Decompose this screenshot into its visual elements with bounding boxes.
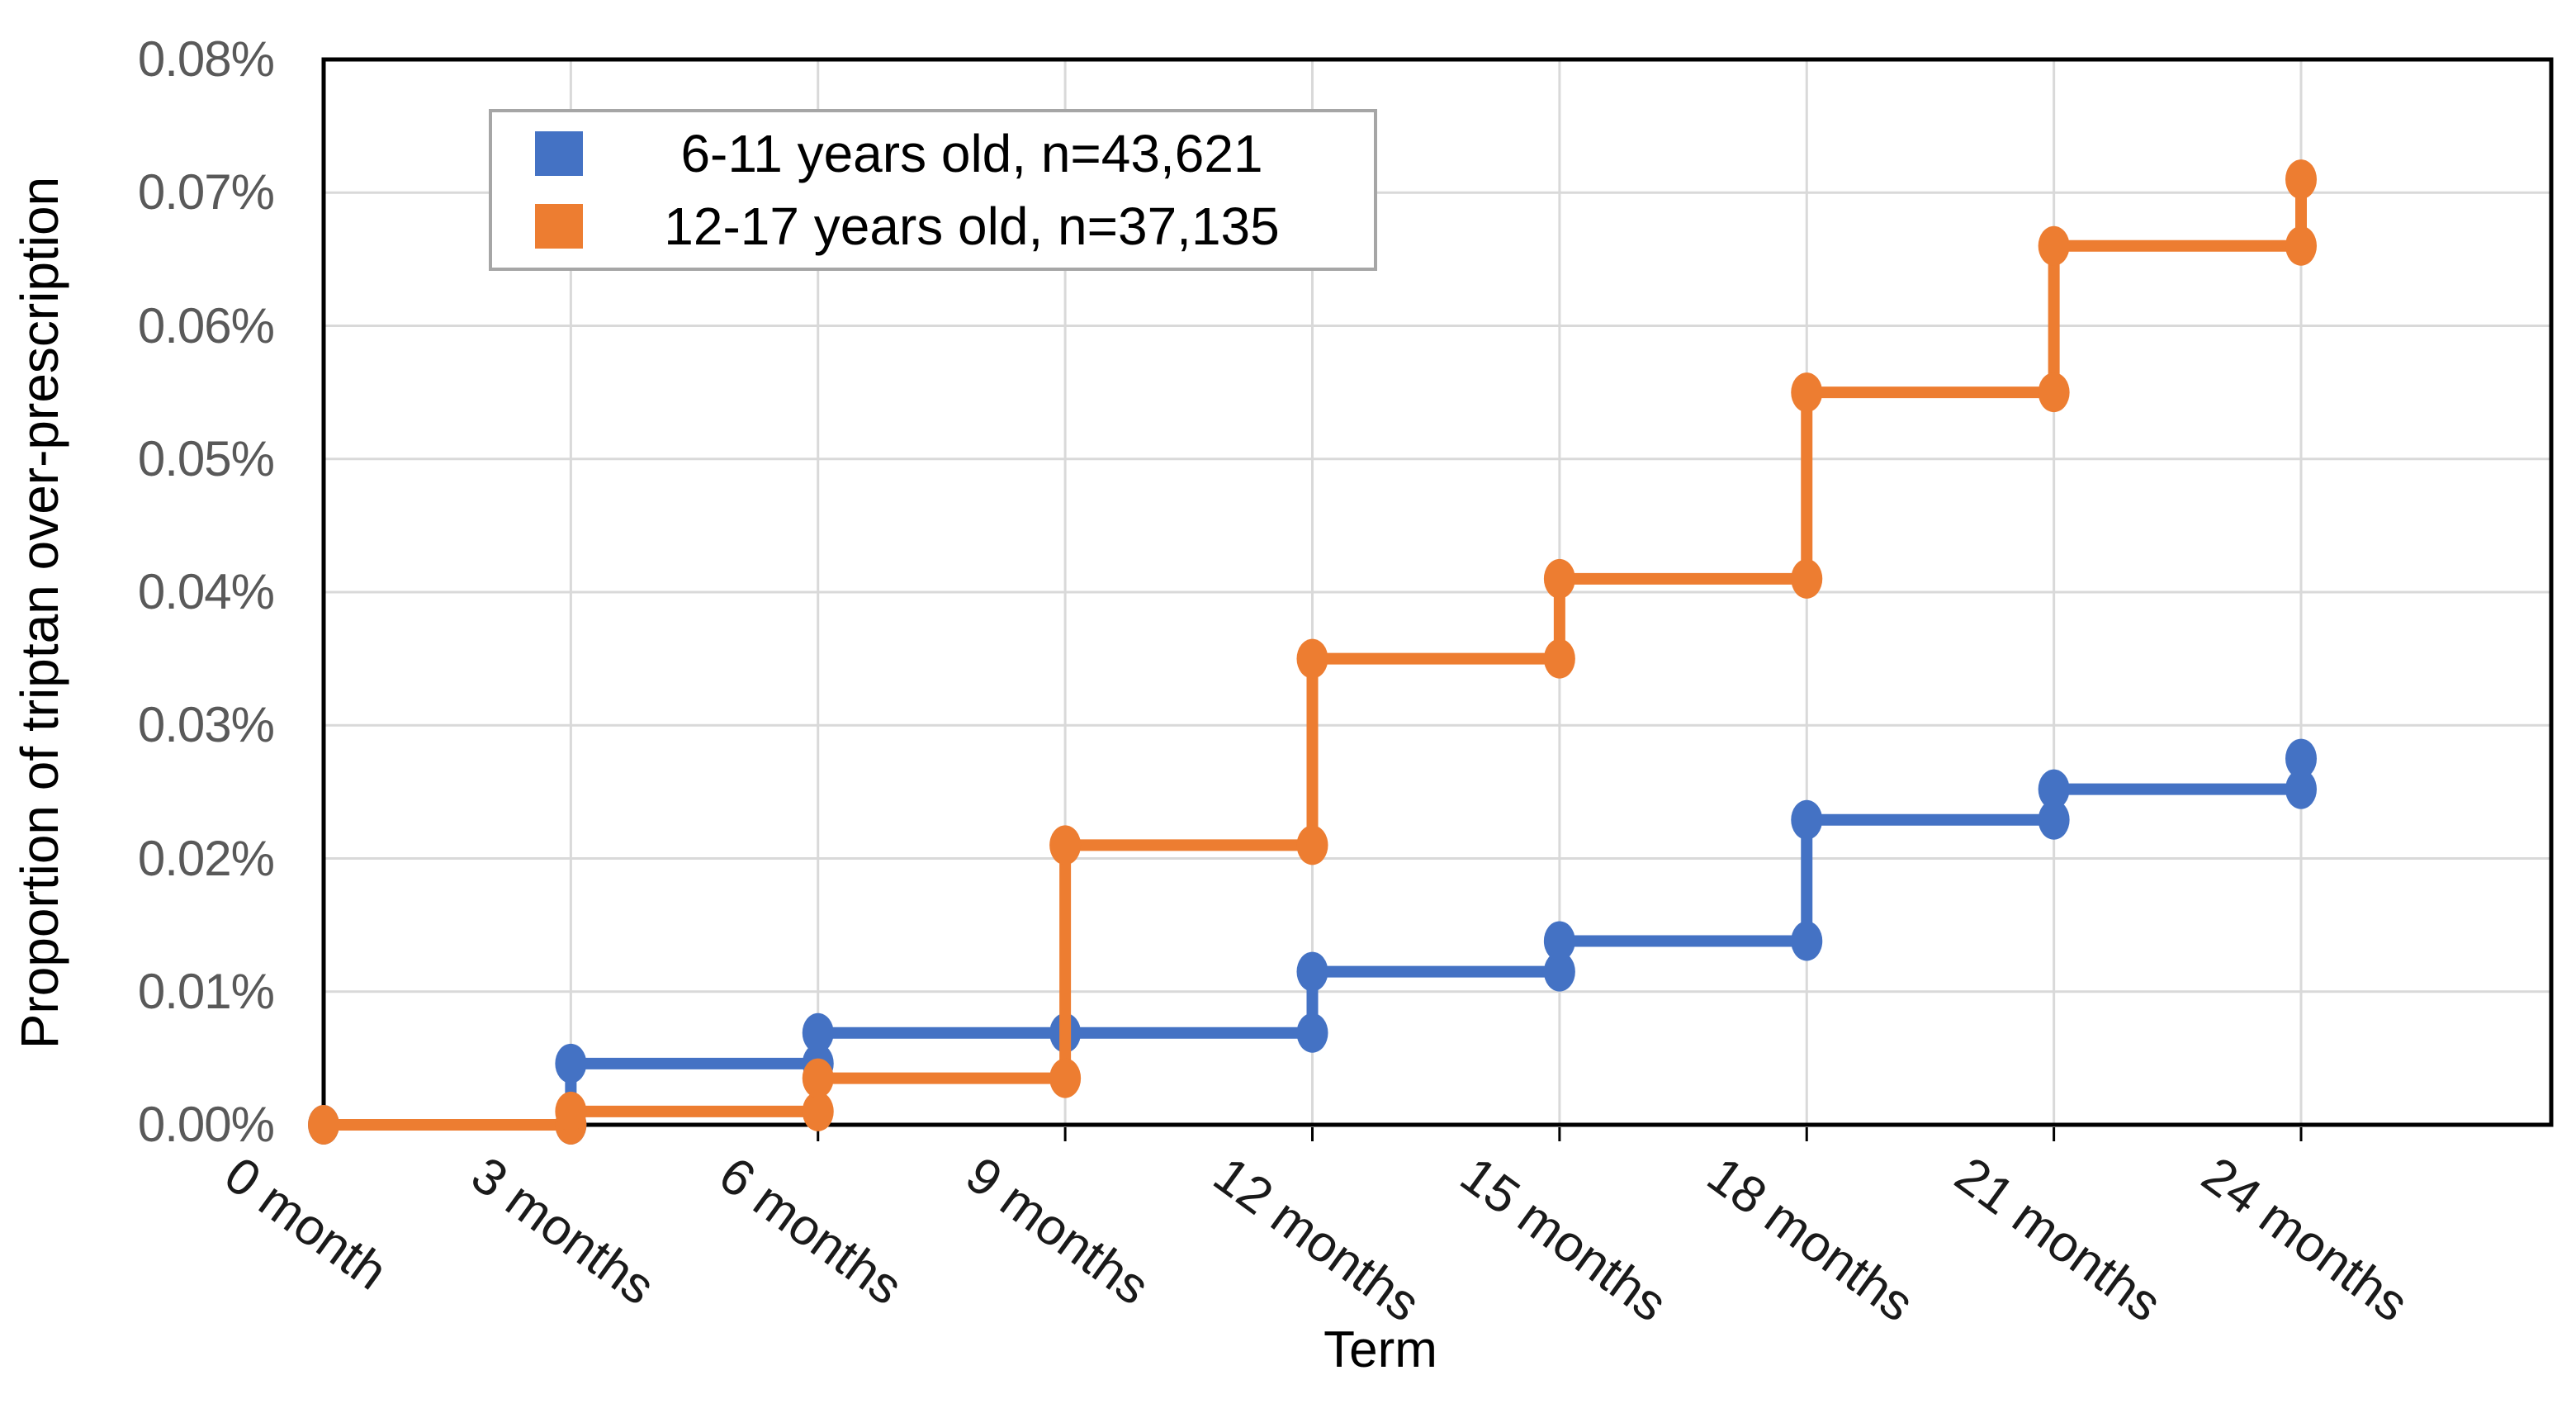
data-point-marker-series-1 — [308, 1105, 339, 1145]
y-tick-label: 0.00% — [137, 1097, 275, 1152]
data-point-marker-series-0 — [555, 1043, 587, 1083]
data-point-marker-series-1 — [1049, 1058, 1082, 1098]
data-point-marker-series-0 — [1791, 921, 1823, 961]
data-point-marker-series-0 — [1543, 951, 1575, 992]
y-tick-label: 0.06% — [137, 297, 275, 353]
legend-item: 12-17 years old, n=37,135 — [492, 196, 1374, 257]
data-point-marker-series-1 — [2285, 225, 2317, 266]
y-tick-label: 0.05% — [137, 430, 275, 486]
legend: 6-11 years old, n=43,621 12-17 years old,… — [489, 109, 1377, 271]
data-point-marker-series-0 — [1296, 1012, 1328, 1053]
legend-swatch-icon — [535, 131, 583, 176]
y-tick-label: 0.08% — [137, 31, 275, 87]
data-point-marker-series-1 — [1296, 638, 1328, 679]
data-point-marker-series-0 — [2038, 799, 2070, 840]
data-point-marker-series-1 — [1543, 638, 1575, 679]
data-point-marker-series-0 — [1543, 921, 1575, 961]
data-point-marker-series-0 — [2285, 738, 2317, 779]
data-point-marker-series-1 — [2285, 159, 2317, 200]
data-point-marker-series-0 — [2285, 769, 2317, 809]
data-point-marker-series-0 — [1296, 951, 1328, 992]
y-tick-label: 0.04% — [137, 564, 275, 619]
data-point-marker-series-1 — [802, 1091, 834, 1131]
data-point-marker-series-1 — [1296, 825, 1328, 865]
data-point-marker-series-1 — [1049, 825, 1082, 865]
legend-label: 12-17 years old, n=37,135 — [664, 197, 1280, 256]
data-point-marker-series-1 — [555, 1091, 587, 1131]
data-point-marker-series-1 — [802, 1058, 834, 1098]
data-point-marker-series-1 — [1791, 372, 1823, 413]
y-tick-label: 0.01% — [137, 963, 275, 1019]
data-point-marker-series-1 — [2038, 372, 2070, 413]
data-point-marker-series-0 — [802, 1012, 834, 1053]
y-tick-label: 0.07% — [137, 164, 275, 220]
y-axis-title: Proportion of triptan over-prescription — [10, 176, 69, 1050]
legend-swatch-icon — [535, 204, 583, 249]
legend-item: 6-11 years old, n=43,621 — [492, 123, 1374, 184]
x-axis-title: Term — [1324, 1321, 1437, 1378]
data-point-marker-series-0 — [2038, 769, 2070, 809]
data-point-marker-series-1 — [1543, 558, 1575, 599]
data-point-marker-series-1 — [2038, 225, 2070, 266]
y-tick-label: 0.03% — [137, 697, 275, 753]
legend-label: 6-11 years old, n=43,621 — [680, 124, 1263, 183]
y-tick-label: 0.02% — [137, 830, 275, 886]
data-point-marker-series-0 — [1791, 799, 1823, 840]
data-point-marker-series-1 — [1791, 558, 1823, 599]
plot-border — [321, 57, 2554, 1127]
